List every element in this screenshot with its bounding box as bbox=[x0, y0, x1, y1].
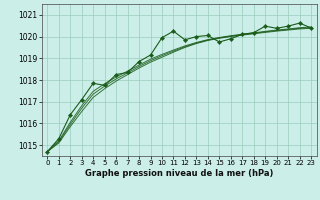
X-axis label: Graphe pression niveau de la mer (hPa): Graphe pression niveau de la mer (hPa) bbox=[85, 169, 273, 178]
